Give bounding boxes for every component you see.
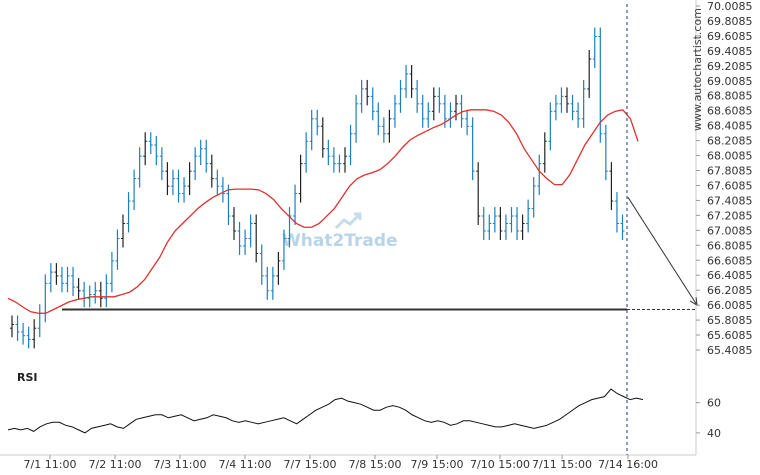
y-tick-label: 69.6085 (707, 30, 753, 43)
y-tick-label: 66.8085 (707, 239, 753, 252)
y-tick-label: 67.2085 (707, 209, 753, 222)
y-tick-label: 67.8085 (707, 165, 753, 178)
y-tick-label: 69.4085 (707, 45, 753, 58)
watermark: What2Trade (282, 212, 398, 251)
y-tick-label: 66.4085 (707, 269, 753, 282)
x-tick-label: 7/3 11:00 (154, 458, 207, 471)
y-tick-label: 69.0085 (707, 75, 753, 88)
rsi-tick-label: 60 (707, 397, 721, 410)
projection-arrow-line (627, 197, 698, 306)
y-tick-label: 67.6085 (707, 179, 753, 192)
y-tick-label: 68.2085 (707, 135, 753, 148)
x-tick-label: 7/4 11:00 (219, 458, 272, 471)
x-tick-label: 7/11 15:00 (532, 458, 592, 471)
rsi-series (7, 388, 644, 434)
y-tick-label: 66.2085 (707, 284, 753, 297)
y-tick-label: 65.4085 (707, 344, 753, 357)
x-tick-label: 7/1 11:00 (24, 458, 77, 471)
price-series (10, 27, 625, 349)
source-label: www.autochartist.com (691, 8, 704, 131)
moving-average-line (7, 109, 639, 314)
rsi-tick-label: 40 (707, 427, 721, 440)
y-tick-label: 66.6085 (707, 254, 753, 267)
x-tick-label: 7/14 16:00 (598, 458, 658, 471)
time-axis: 7/1 11:00 7/2 11:00 7/3 11:00 7/4 11:00 7/7 … (24, 455, 658, 471)
x-tick-label: 7/7 15:00 (284, 458, 337, 471)
grid (0, 0, 697, 456)
price-axis: 70.0085 69.8085 69.6085 69.4085 69.2085 69.00… (696, 0, 753, 357)
x-tick-label: 7/2 11:00 (89, 458, 142, 471)
y-tick-label: 65.6085 (707, 329, 753, 342)
rsi-line (7, 388, 644, 434)
y-tick-label: 68.6085 (707, 105, 753, 118)
y-tick-label: 70.0085 (707, 0, 753, 13)
y-tick-label: 68.0085 (707, 150, 753, 163)
moving-average-series (7, 109, 639, 314)
x-tick-label: 7/9 15:00 (411, 458, 464, 471)
y-tick-label: 67.4085 (707, 194, 753, 207)
watermark-text: What2Trade (282, 231, 398, 251)
watermark-logo-icon (334, 212, 362, 230)
y-tick-label: 69.2085 (707, 60, 753, 73)
y-tick-label: 66.0085 (707, 299, 753, 312)
y-tick-label: 65.8085 (707, 314, 753, 327)
rsi-title: RSI (17, 371, 38, 384)
y-tick-label: 68.8085 (707, 90, 753, 103)
x-tick-label: 7/10 15:00 (470, 458, 530, 471)
y-tick-label: 68.4085 (707, 120, 753, 133)
y-tick-label: 67.0085 (707, 224, 753, 237)
x-tick-label: 7/8 15:00 (349, 458, 402, 471)
y-tick-label: 69.8085 (707, 15, 753, 28)
rsi-axis: 60 40 (696, 397, 721, 440)
